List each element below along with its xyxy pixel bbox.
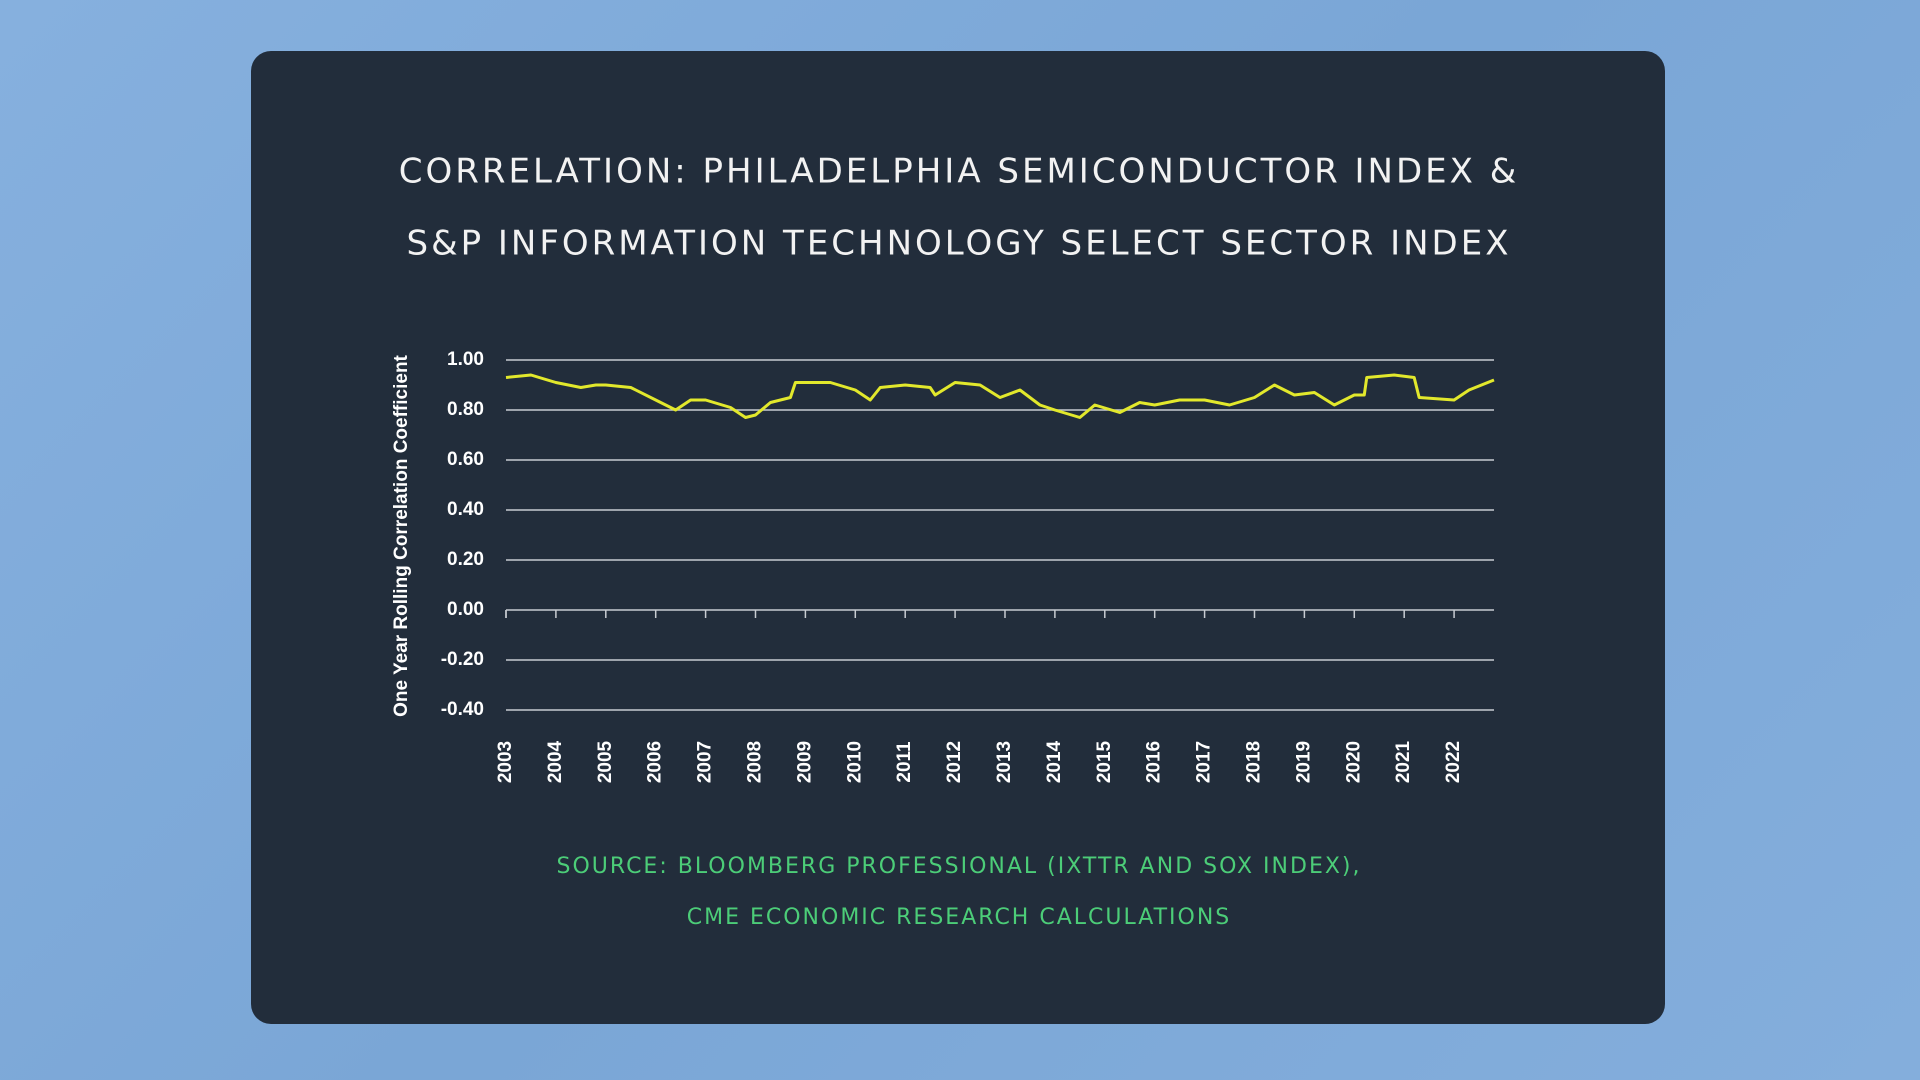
y-axis-label: One Year Rolling Correlation Coefficient: [391, 354, 412, 716]
x-tick-label: 2003: [495, 741, 516, 783]
x-tick-label: 2016: [1144, 741, 1165, 783]
y-tick-label: 0.60: [447, 449, 484, 470]
chart-title: S&P INFORMATION TECHNOLOGY SELECT SECTOR…: [406, 224, 1511, 264]
y-tick-label: 0.80: [447, 399, 484, 420]
x-tick-label: 2006: [645, 741, 666, 783]
x-tick-label: 2004: [545, 740, 566, 783]
y-tick-label: -0.40: [441, 699, 484, 720]
x-tick-label: 2017: [1194, 741, 1215, 783]
x-tick-label: 2015: [1094, 740, 1115, 783]
x-tick-label: 2019: [1293, 741, 1314, 783]
x-tick-label: 2010: [844, 741, 865, 783]
x-tick-label: 2012: [944, 741, 965, 783]
x-tick-label: 2014: [1044, 740, 1065, 783]
y-tick-label: 0.40: [447, 499, 484, 520]
card: [251, 51, 1665, 1024]
x-tick-label: 2007: [695, 741, 716, 783]
y-tick-label: 0.00: [447, 599, 484, 620]
data-line: [505, 373, 1495, 419]
x-tick-label: 2022: [1443, 741, 1464, 783]
x-tick-label: 2021: [1393, 740, 1414, 783]
x-tick-label: 2018: [1244, 741, 1265, 783]
chart-title: CORRELATION: PHILADELPHIA SEMICONDUCTOR …: [399, 152, 1520, 192]
source-note: CME ECONOMIC RESEARCH CALCULATIONS: [687, 905, 1232, 930]
x-tick-label: 2011: [894, 741, 915, 783]
x-tick-label: 2020: [1343, 741, 1364, 783]
y-tick-label: -0.20: [441, 649, 484, 670]
x-tick-label: 2005: [595, 740, 616, 783]
x-tick-label: 2013: [994, 741, 1015, 783]
x-tick-label: 2009: [794, 741, 815, 783]
y-tick-label: 0.20: [447, 549, 484, 570]
y-tick-label: 1.00: [447, 349, 484, 370]
x-tick-label: 2008: [745, 741, 766, 783]
source-note: SOURCE: BLOOMBERG PROFESSIONAL (IXTTR AN…: [557, 854, 1362, 879]
